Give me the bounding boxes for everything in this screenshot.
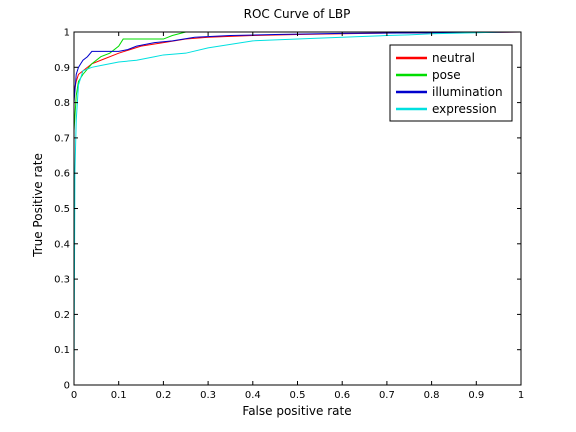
- x-tick-label: 1: [518, 390, 524, 401]
- y-tick-label: 0.2: [54, 310, 70, 321]
- y-tick-label: 0.9: [54, 63, 70, 74]
- x-tick-label: 0.9: [468, 390, 484, 401]
- y-tick-label: 0.8: [54, 98, 70, 109]
- y-tick-label: 0.6: [54, 169, 70, 180]
- x-tick-label: 0.4: [245, 390, 261, 401]
- series-line-illumination: [73, 31, 522, 103]
- y-tick-label: 0.1: [54, 345, 70, 356]
- y-tick-label: 0.3: [54, 275, 70, 286]
- axes-layer: 0 0.1 0.2 0.3 0.4 0.5 0.6 0.7 0.8 0.9 1 0 0.1 0.2 0.3 0…: [54, 28, 524, 402]
- y-axis-label: True Positive rate: [31, 153, 45, 258]
- x-tick-label: 0.2: [155, 390, 171, 401]
- x-tick-label: 0.8: [424, 390, 440, 401]
- x-tick-label: 0.7: [379, 390, 395, 401]
- y-tick-label: 0.7: [54, 133, 70, 144]
- legend-label-illumination: illumination: [432, 85, 503, 99]
- legend: neutral pose illumination expression: [389, 44, 513, 122]
- legend-label-neutral: neutral: [432, 51, 475, 65]
- series-line-expression: [73, 31, 521, 386]
- x-axis-label: False positive rate: [242, 404, 351, 418]
- y-tick-label: 0.4: [54, 239, 70, 250]
- x-tick-label: 0.1: [111, 390, 127, 401]
- chart-title: ROC Curve of LBP: [244, 7, 351, 21]
- x-tick-label: 0.3: [200, 390, 216, 401]
- x-tick-label: 0.6: [334, 390, 350, 401]
- y-tick-label: 0: [64, 381, 70, 392]
- legend-label-expression: expression: [432, 102, 497, 116]
- x-tick-label: 0: [71, 390, 77, 401]
- x-tick-label: 0.5: [290, 390, 306, 401]
- y-tick-label: 1: [64, 28, 70, 39]
- legend-label-pose: pose: [432, 68, 461, 82]
- y-tick-label: 0.5: [54, 204, 70, 215]
